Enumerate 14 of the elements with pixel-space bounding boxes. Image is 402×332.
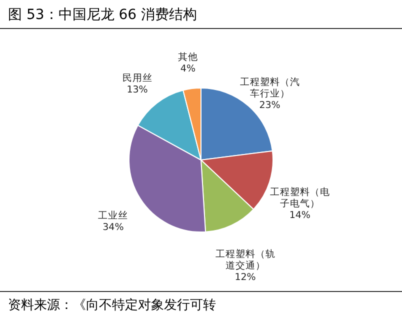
data-label: 23% xyxy=(259,100,280,111)
slice-label: 工程塑料（汽车行业） xyxy=(240,76,300,100)
slice-label: 工程塑料（轨道交通） xyxy=(215,248,276,272)
chart-title: 图 53：中国尼龙 66 消费结构 xyxy=(0,0,402,29)
data-label: 4% xyxy=(180,63,196,74)
slice-label: 工程塑料（电子电气） xyxy=(270,186,330,210)
slice-label: 工业丝 xyxy=(98,210,128,222)
slice-label: 其他 xyxy=(178,50,198,63)
data-label: 14% xyxy=(289,210,310,222)
data-label: 13% xyxy=(126,84,148,96)
data-label: 34% xyxy=(102,222,124,234)
slice-label: 民用丝 xyxy=(122,72,152,84)
data-label: 12% xyxy=(234,272,256,284)
text: 资料来源：《向不特定对象发行可转 xyxy=(0,291,402,318)
